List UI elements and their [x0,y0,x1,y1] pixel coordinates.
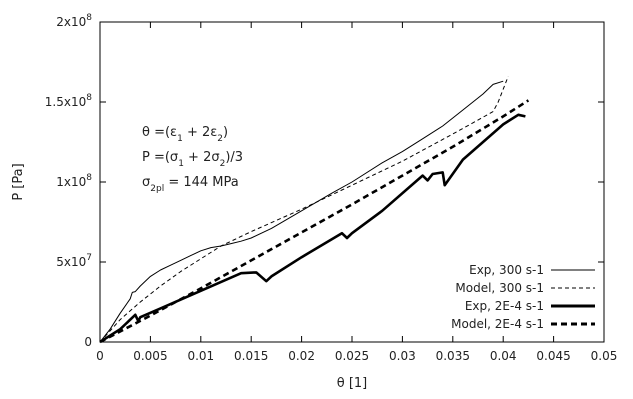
x-tick-label: 0.04 [490,349,517,363]
y-tick-label: 1x108 [56,173,92,189]
annotation-sigma: σ2pl = 144 MPa [142,175,239,194]
y-tick-label-exponent: 8 [86,173,92,183]
series-line-2 [99,113,526,344]
y-tick-label-base: 5x10 [56,255,86,269]
legend: Exp, 300 s-1 Model, 300 s-1 Exp, 2E-4 s-… [451,263,595,331]
annotation-theta: θ =(ε1 + 2ε2) [142,125,228,144]
x-tick-label: 0.05 [591,349,618,363]
x-tick-label: 0.01 [187,349,214,363]
series-line-3 [99,99,530,344]
x-tick-label: 0 [96,349,104,363]
annotation-pressure: P =(σ1 + 2σ2)/3 [142,150,243,169]
y-tick-label-base: 2x10 [56,15,86,29]
y-tick-label: 1.5x108 [45,93,92,109]
y-tick-label-exponent: 7 [86,253,92,263]
legend-label-model-2e4: Model, 2E-4 s-1 [451,317,544,331]
x-tick-label: 0.02 [288,349,315,363]
legend-label-model-300: Model, 300 s-1 [455,281,544,295]
y-tick-label-base: 1x10 [56,175,86,189]
legend-label-exp-300: Exp, 300 s-1 [469,263,544,277]
y-tick-label-exponent: 8 [86,93,92,103]
y-tick-label-base: 0 [84,335,92,349]
x-axis-label: θ [1] [337,376,368,391]
x-tick-label: 0.045 [536,349,570,363]
x-tick-label: 0.035 [436,349,470,363]
x-tick-label: 0.005 [133,349,167,363]
y-tick-label-exponent: 8 [86,13,92,23]
y-tick-label: 5x107 [56,253,92,269]
y-tick-label: 0 [84,335,92,349]
series-lines [99,76,530,344]
y-tick-label-base: 1.5x10 [45,95,86,109]
y-axis-label: P [Pa] [11,163,26,200]
x-tick-label: 0.015 [234,349,268,363]
series-line-0 [99,80,504,343]
y-tick-label: 2x108 [56,13,92,29]
x-tick-label: 0.03 [389,349,416,363]
ticks: 0 0.005 0.01 0.015 0.02 0.025 0.03 0.035 0.04 0.0… [45,13,618,363]
legend-label-exp-2e4: Exp, 2E-4 s-1 [465,299,544,313]
x-tick-label: 0.025 [335,349,369,363]
